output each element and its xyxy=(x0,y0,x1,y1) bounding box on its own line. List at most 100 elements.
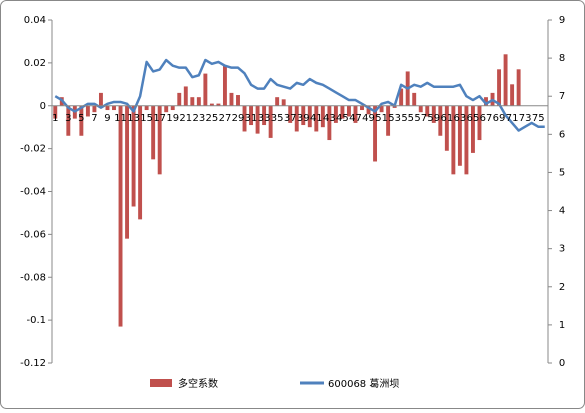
bar xyxy=(516,69,521,106)
y-tick-label: -0.12 xyxy=(20,358,46,369)
y-tick-label: -0.04 xyxy=(20,187,46,198)
x-tick-label: 23 xyxy=(192,113,205,124)
bar xyxy=(327,105,332,141)
bar xyxy=(477,105,482,141)
bar xyxy=(170,105,175,111)
bar xyxy=(118,105,123,327)
x-tick-label: 67 xyxy=(480,113,493,124)
bar xyxy=(418,105,423,113)
x-tick-label: 15 xyxy=(140,113,153,124)
bar xyxy=(79,105,84,136)
bar xyxy=(484,97,488,106)
x-tick-label: 39 xyxy=(297,113,310,124)
y2-tick-label: 3 xyxy=(559,244,565,255)
bar xyxy=(66,105,71,136)
bar xyxy=(333,105,338,123)
bar xyxy=(209,103,214,106)
x-tick-label: 17 xyxy=(153,113,166,124)
bar xyxy=(177,92,182,106)
x-tick-label: 45 xyxy=(336,113,349,124)
bar xyxy=(85,105,90,117)
x-tick-label: 59 xyxy=(427,113,440,124)
bar xyxy=(314,105,319,132)
x-tick-label: 75 xyxy=(532,113,545,124)
x-tick-label: 1 xyxy=(52,113,58,124)
y2-tick-label: 2 xyxy=(559,282,565,293)
bar xyxy=(451,105,456,175)
x-tick-label: 13 xyxy=(127,113,140,124)
bar xyxy=(288,105,293,123)
bar xyxy=(281,99,286,106)
y2-tick-label: 9 xyxy=(559,15,565,26)
x-tick-label: 9 xyxy=(104,113,110,124)
bar xyxy=(301,105,306,126)
bar xyxy=(222,65,227,106)
x-tick-label: 29 xyxy=(232,113,245,124)
bar xyxy=(92,105,97,113)
x-tick-label: 51 xyxy=(375,113,388,124)
bar xyxy=(262,105,267,126)
bar xyxy=(412,92,417,106)
x-tick-label: 3 xyxy=(65,113,71,124)
x-tick-label: 19 xyxy=(166,113,179,124)
y2-tick-label: 7 xyxy=(559,91,565,102)
bar xyxy=(131,105,136,207)
y2-tick-label: 0 xyxy=(559,358,565,369)
bar xyxy=(229,92,234,106)
bar xyxy=(366,105,371,115)
y-tick-label: 0.04 xyxy=(24,15,46,26)
legend-label: 600068 葛洲坝 xyxy=(328,377,399,390)
bar xyxy=(346,105,351,117)
x-tick-label: 41 xyxy=(310,113,323,124)
x-tick-label: 37 xyxy=(284,113,297,124)
x-tick-label: 27 xyxy=(219,113,232,124)
y2-tick-label: 1 xyxy=(559,320,565,331)
y-tick-label: -0.06 xyxy=(20,229,46,240)
x-tick-label: 61 xyxy=(440,113,453,124)
x-tick-label: 55 xyxy=(401,113,414,124)
bar xyxy=(196,97,201,106)
bar xyxy=(183,86,188,106)
x-tick-label: 7 xyxy=(91,113,97,124)
bar xyxy=(242,105,247,132)
bar xyxy=(360,105,364,111)
bar xyxy=(340,105,345,119)
line xyxy=(54,58,545,132)
bar xyxy=(464,105,469,175)
y-tick-label: -0.1 xyxy=(26,315,46,326)
legend-label: 多空系数 xyxy=(178,377,218,390)
bar xyxy=(112,105,116,111)
bar xyxy=(157,105,162,175)
x-tick-label: 73 xyxy=(519,113,532,124)
bar xyxy=(438,105,443,136)
bar xyxy=(503,54,508,106)
bar xyxy=(510,84,515,106)
x-tick-label: 11 xyxy=(114,113,127,124)
x-tick-label: 53 xyxy=(388,113,401,124)
bar xyxy=(53,105,58,119)
bar xyxy=(105,105,110,111)
x-tick-label: 21 xyxy=(179,113,192,124)
y-tick-label: 0 xyxy=(40,101,46,112)
bar xyxy=(457,105,462,166)
x-tick-label: 47 xyxy=(349,113,362,124)
bar xyxy=(144,105,149,111)
y-tick-label: -0.02 xyxy=(20,144,46,155)
y-tick-label: 0.02 xyxy=(24,58,46,69)
x-tick-label: 71 xyxy=(506,113,519,124)
bar xyxy=(353,105,358,123)
x-tick-label: 69 xyxy=(493,113,506,124)
bar xyxy=(307,105,312,128)
bar xyxy=(373,105,378,162)
bar xyxy=(379,105,384,113)
legend-swatch xyxy=(150,379,172,387)
bar xyxy=(497,69,502,106)
x-tick-label: 65 xyxy=(467,113,480,124)
y2-tick-label: 5 xyxy=(559,167,565,178)
x-tick-label: 63 xyxy=(454,113,467,124)
y2-tick-label: 4 xyxy=(559,206,565,217)
bar xyxy=(236,95,240,106)
bar xyxy=(399,88,404,106)
